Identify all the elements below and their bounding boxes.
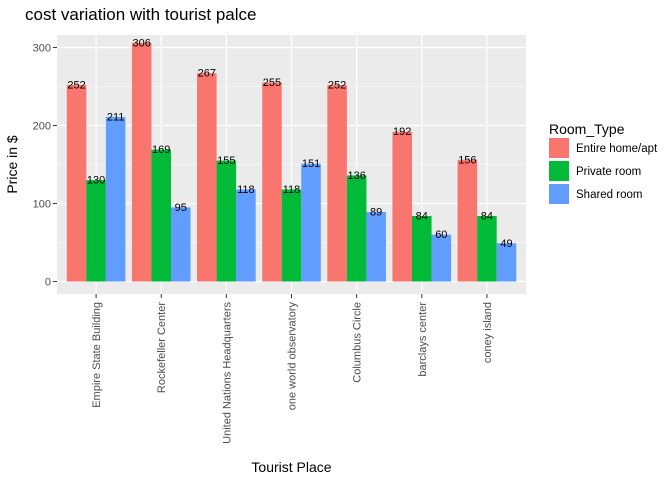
chart-title: cost variation with tourist palce	[25, 5, 257, 24]
bar-value-label: 95	[175, 202, 187, 214]
bar	[170, 207, 191, 282]
x-axis: Empire State Building Rockefeller Center U…	[91, 294, 494, 444]
legend-swatch	[549, 184, 569, 204]
bar	[66, 84, 87, 282]
x-axis-title: Tourist Place	[251, 459, 331, 475]
legend-label: Entire home/apt	[576, 143, 658, 155]
bar-value-label: 155	[217, 155, 235, 167]
bar-value-label: 151	[302, 158, 320, 170]
bar-value-label: 49	[500, 238, 512, 250]
y-tick-label: 100	[33, 199, 51, 211]
bar-value-label: 89	[370, 207, 382, 219]
legend-title: Room_Type	[549, 121, 625, 137]
x-tick-label: one world observatory	[287, 302, 299, 411]
x-tick-label: coney island	[482, 302, 494, 363]
bar-value-label: 84	[416, 210, 428, 222]
x-tick-label: Columbus Circle	[352, 302, 364, 383]
y-tick-label: 300	[33, 42, 51, 54]
bar-value-label: 252	[67, 79, 85, 91]
y-tick-label: 0	[45, 277, 51, 289]
bar	[281, 189, 302, 282]
x-tick-label: Rockefeller Center	[156, 302, 168, 393]
bar-value-label: 306	[133, 37, 151, 49]
bar-value-label: 255	[263, 77, 281, 89]
bar	[131, 42, 152, 282]
x-tick-label: Empire State Building	[91, 302, 103, 408]
legend-swatch	[549, 161, 569, 181]
bar-value-label: 130	[87, 175, 105, 187]
bar	[105, 116, 126, 282]
bar-value-label: 252	[328, 79, 346, 91]
bar	[301, 163, 321, 282]
bar	[412, 215, 432, 282]
bar	[496, 243, 517, 282]
y-axis-title: Price in $	[4, 135, 20, 194]
bar-value-label: 267	[198, 68, 216, 80]
bar	[457, 159, 478, 282]
bar-value-label: 118	[283, 184, 301, 196]
bar	[86, 180, 106, 282]
x-tick-label: United Nations Headquarters	[221, 302, 233, 444]
bar-value-label: 156	[458, 154, 476, 166]
bar-labels-group: 252 306 267 255 252 192 156 130 169 155 118 136 84 84…	[67, 37, 512, 249]
legend-label: Private room	[576, 166, 641, 178]
bar-value-label: 84	[481, 210, 493, 222]
bar	[346, 175, 367, 282]
bar-value-label: 169	[152, 144, 170, 156]
legend-label: Shared room	[576, 189, 642, 201]
bar	[327, 84, 347, 282]
bar	[431, 234, 452, 282]
legend: Room_Type Entire home/apt Private room Sha…	[549, 121, 658, 204]
bar	[197, 73, 217, 282]
bar	[262, 82, 282, 282]
bar	[392, 131, 413, 282]
bar	[236, 189, 256, 282]
x-tick-label: barclays center	[417, 302, 429, 377]
bar	[216, 160, 237, 282]
bar	[366, 212, 386, 282]
bar	[151, 149, 171, 282]
bar-value-label: 136	[347, 170, 365, 182]
bars-group	[66, 42, 517, 282]
legend-swatch	[549, 138, 569, 158]
bar-value-label: 192	[393, 126, 411, 138]
bar	[477, 215, 497, 282]
bar-value-label: 211	[107, 111, 125, 123]
y-axis: 0 100 200 300	[33, 42, 57, 289]
bar-value-label: 118	[237, 184, 255, 196]
bar-value-label: 60	[435, 229, 447, 241]
y-tick-label: 200	[33, 120, 51, 132]
